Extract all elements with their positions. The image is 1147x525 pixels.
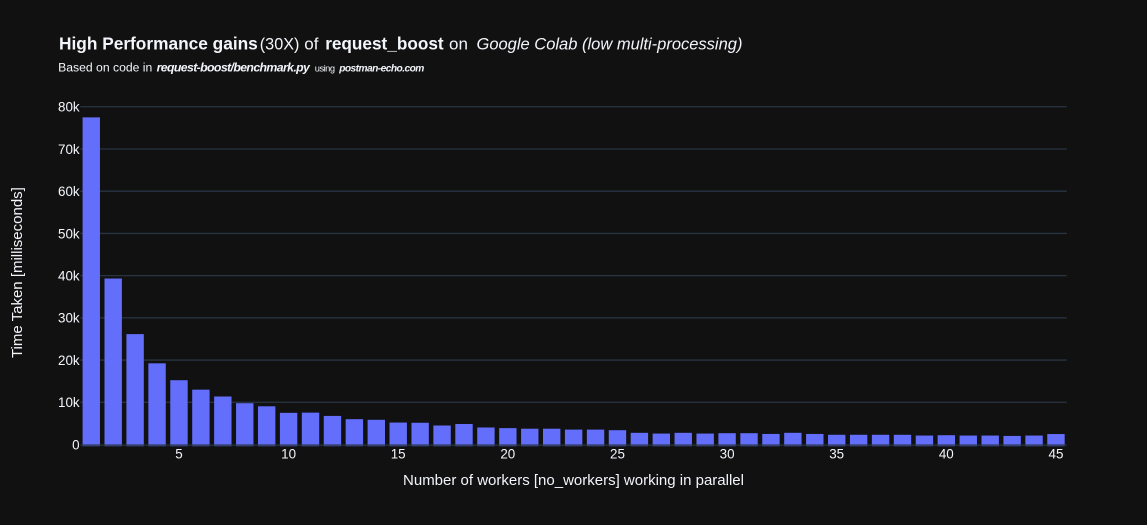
svg-text:40k: 40k xyxy=(58,268,80,283)
svg-text:50k: 50k xyxy=(58,226,80,241)
svg-text:70k: 70k xyxy=(58,142,80,157)
svg-text:45: 45 xyxy=(1049,447,1064,462)
svg-text:Number of workers [no_workers]: Number of workers [no_workers] working i… xyxy=(403,472,744,489)
svg-text:80k: 80k xyxy=(58,100,80,115)
svg-text:30: 30 xyxy=(720,447,735,462)
svg-text:35: 35 xyxy=(829,447,844,462)
svg-text:60k: 60k xyxy=(58,184,80,199)
svg-text:15: 15 xyxy=(391,447,406,462)
svg-text:10k: 10k xyxy=(58,395,80,410)
svg-text:5: 5 xyxy=(175,447,182,462)
svg-text:0: 0 xyxy=(72,437,79,452)
svg-text:Time Taken [milliseconds]: Time Taken [milliseconds] xyxy=(9,187,26,358)
svg-text:40: 40 xyxy=(939,447,954,462)
svg-text:10: 10 xyxy=(281,447,296,462)
svg-text:25: 25 xyxy=(610,447,625,462)
svg-text:20: 20 xyxy=(500,447,515,462)
svg-text:High Performance gains(30X)ofr: High Performance gains (30X) of request_boo… xyxy=(59,34,742,54)
svg-text:20k: 20k xyxy=(58,353,80,368)
svg-text:30k: 30k xyxy=(58,311,80,326)
